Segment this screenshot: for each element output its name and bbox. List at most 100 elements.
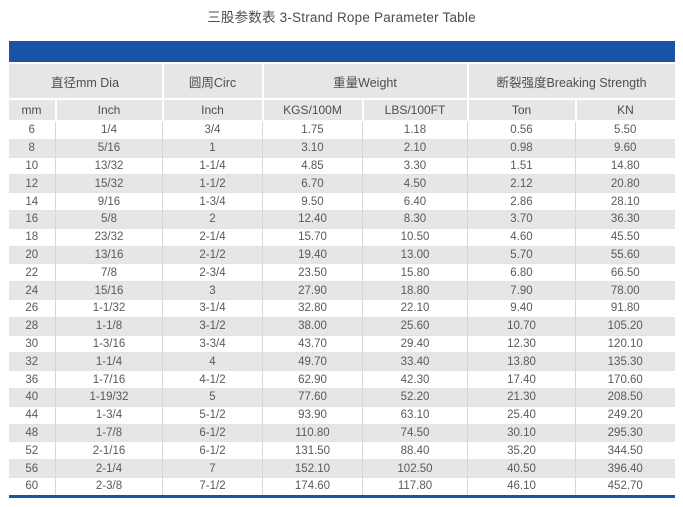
table-cell: 40.50 xyxy=(467,459,576,478)
table-cell: 60 xyxy=(8,476,56,495)
table-cell: 19.40 xyxy=(262,245,363,264)
table-cell: 249.20 xyxy=(575,405,675,425)
table-cell: 12 xyxy=(8,174,56,193)
table-cell: 78.00 xyxy=(575,281,675,300)
table-cell: 2.10 xyxy=(362,138,468,158)
table-row: 16 5/8 2 12.40 8.30 3.70 36.30 xyxy=(8,209,675,229)
rope-parameter-table: 直径mm Dia 圆周Circ 重量Weight 断裂强度Breaking St… xyxy=(8,41,675,498)
table-cell: 20.80 xyxy=(575,174,675,193)
table-row: 44 1-3/4 5-1/2 93.90 63.10 25.40 249.20 xyxy=(8,405,675,425)
table-cell: 1-3/16 xyxy=(55,334,163,353)
table-cell: 63.10 xyxy=(362,405,468,425)
table-cell: 36 xyxy=(8,370,56,389)
table-cell: 7-1/2 xyxy=(162,476,263,495)
table-cell: 1-1/4 xyxy=(55,352,163,371)
table-body: 6 1/4 3/4 1.75 1.18 0.56 5.50 8 5/16 1 3.10 2.10 0.9… xyxy=(8,119,675,495)
table-cell: 102.50 xyxy=(362,459,468,478)
table-cell: 23.50 xyxy=(262,263,363,282)
group-header-circumference: 圆周Circ xyxy=(161,64,263,99)
table-row: 60 2-3/8 7-1/2 174.60 117.80 46.10 452.70 xyxy=(8,476,675,495)
table-cell: 4.85 xyxy=(262,156,363,175)
table-cell: 35.20 xyxy=(467,441,576,460)
table-cell: 13/32 xyxy=(55,156,163,175)
table-row: 30 1-3/16 3-3/4 43.70 29.40 12.30 120.10 xyxy=(8,334,675,353)
table-cell: 8.30 xyxy=(362,209,468,229)
table-cell: 24 xyxy=(8,281,56,300)
table-cell: 9.50 xyxy=(262,192,363,211)
table-cell: 12.30 xyxy=(467,334,576,353)
table-cell: 21.30 xyxy=(467,387,576,407)
table-cell: 9.40 xyxy=(467,298,576,318)
column-header-mm: mm xyxy=(8,98,56,121)
table-row: 28 1-1/8 3-1/2 38.00 25.60 10.70 105.20 xyxy=(8,316,675,336)
table-cell: 52.20 xyxy=(362,387,468,407)
column-header-row: mm Inch Inch KGS/100M LBS/100FT Ton KN xyxy=(8,98,675,121)
table-cell: 3.10 xyxy=(262,138,363,158)
table-cell: 135.30 xyxy=(575,352,675,371)
group-header-row: 直径mm Dia 圆周Circ 重量Weight 断裂强度Breaking St… xyxy=(8,64,675,99)
table-cell: 2-3/8 xyxy=(55,476,163,495)
table-cell: 15.70 xyxy=(262,227,363,247)
table-row: 6 1/4 3/4 1.75 1.18 0.56 5.50 xyxy=(8,119,675,140)
table-cell: 6-1/2 xyxy=(162,441,263,460)
table-cell: 38.00 xyxy=(262,316,363,336)
table-row: 10 13/32 1-1/4 4.85 3.30 1.51 14.80 xyxy=(8,156,675,175)
table-cell: 48 xyxy=(8,423,56,442)
table-cell: 2-1/2 xyxy=(162,245,263,264)
table-row: 12 15/32 1-1/2 6.70 4.50 2.12 20.80 xyxy=(8,174,675,193)
table-row: 14 9/16 1-3/4 9.50 6.40 2.86 28.10 xyxy=(8,192,675,211)
table-cell: 33.40 xyxy=(362,352,468,371)
table-cell: 5 xyxy=(162,387,263,407)
table-cell: 10.70 xyxy=(467,316,576,336)
table-cell: 9.60 xyxy=(575,138,675,158)
table-header: 直径mm Dia 圆周Circ 重量Weight 断裂强度Breaking St… xyxy=(8,64,675,121)
table-cell: 3.70 xyxy=(467,209,576,229)
table-cell: 2-1/16 xyxy=(55,441,163,460)
table-row: 48 1-7/8 6-1/2 110.80 74.50 30.10 295.30 xyxy=(8,423,675,442)
table-cell: 105.20 xyxy=(575,316,675,336)
table-cell: 1-1/8 xyxy=(55,316,163,336)
table-cell: 40 xyxy=(8,387,56,407)
table-cell: 26 xyxy=(8,298,56,318)
table-cell: 4 xyxy=(162,352,263,371)
table-cell: 170.60 xyxy=(575,370,675,389)
table-cell: 18 xyxy=(8,227,56,247)
table-cell: 32.80 xyxy=(262,298,363,318)
table-cell: 4-1/2 xyxy=(162,370,263,389)
table-row: 26 1-1/32 3-1/4 32.80 22.10 9.40 91.80 xyxy=(8,298,675,318)
table-cell: 74.50 xyxy=(362,423,468,442)
table-cell: 2-3/4 xyxy=(162,263,263,282)
table-cell: 1.18 xyxy=(362,119,468,140)
table-row: 32 1-1/4 4 49.70 33.40 13.80 135.30 xyxy=(8,352,675,371)
table-cell: 5/16 xyxy=(55,138,163,158)
table-cell: 3-1/2 xyxy=(162,316,263,336)
table-cell: 6.40 xyxy=(362,192,468,211)
table-cell: 22.10 xyxy=(362,298,468,318)
table-cell: 20 xyxy=(8,245,56,264)
table-cell: 49.70 xyxy=(262,352,363,371)
table-cell: 66.50 xyxy=(575,263,675,282)
table-cell: 27.90 xyxy=(262,281,363,300)
table-cell: 7.90 xyxy=(467,281,576,300)
table-cell: 6 xyxy=(8,119,56,140)
table-cell: 4.50 xyxy=(362,174,468,193)
table-cell: 7/8 xyxy=(55,263,163,282)
table-cell: 9/16 xyxy=(55,192,163,211)
table-cell: 44 xyxy=(8,405,56,425)
table-cell: 55.60 xyxy=(575,245,675,264)
table-cell: 30 xyxy=(8,334,56,353)
table-cell: 1-1/4 xyxy=(162,156,263,175)
column-header-ton: Ton xyxy=(466,98,576,121)
table-cell: 208.50 xyxy=(575,387,675,407)
table-cell: 396.40 xyxy=(575,459,675,478)
table-cell: 6.70 xyxy=(262,174,363,193)
table-cell: 77.60 xyxy=(262,387,363,407)
table-cell: 1.51 xyxy=(467,156,576,175)
table-cell: 12.40 xyxy=(262,209,363,229)
table-cell: 5-1/2 xyxy=(162,405,263,425)
table-cell: 1-7/8 xyxy=(55,423,163,442)
table-cell: 2.86 xyxy=(467,192,576,211)
table-cell: 2.12 xyxy=(467,174,576,193)
table-row: 56 2-1/4 7 152.10 102.50 40.50 396.40 xyxy=(8,459,675,478)
